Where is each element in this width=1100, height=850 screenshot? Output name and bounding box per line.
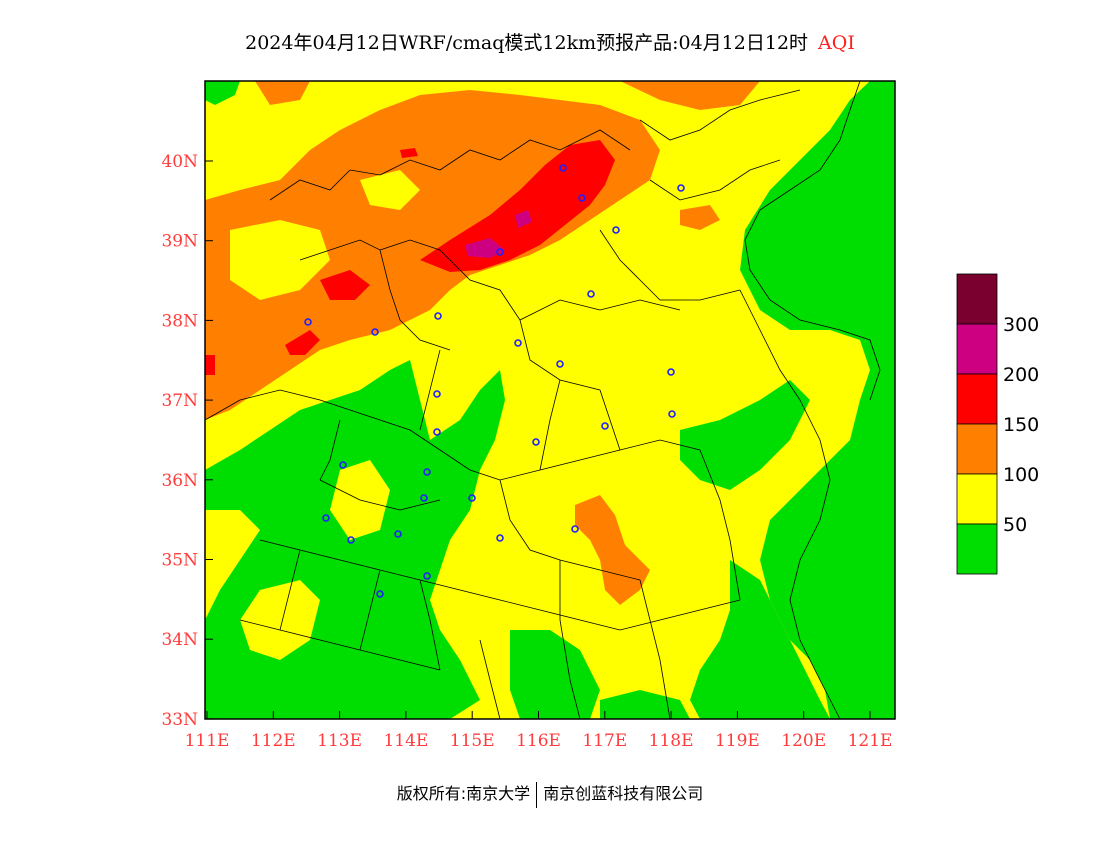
station-marker <box>304 318 312 326</box>
station-marker <box>571 525 579 533</box>
region-usg-top <box>255 81 310 105</box>
map-title: 2024年04月12日WRF/cmaq模式12km预报产品:04月12日12时 A… <box>0 28 1100 55</box>
station-marker <box>677 184 685 192</box>
region-good-nw <box>205 81 240 105</box>
station-marker <box>322 514 330 522</box>
region-unhealthy-dot <box>400 148 418 158</box>
legend-swatch <box>956 423 998 475</box>
lat-tick-label: 36N <box>161 471 198 491</box>
station-marker <box>394 530 402 538</box>
region-unhealthy-small <box>320 270 370 300</box>
latitude-axis: 40N 39N 38N 37N 36N 35N 34N 33N <box>161 152 213 730</box>
station-marker <box>339 461 347 469</box>
region-very-unhealthy2 <box>515 210 532 228</box>
legend-swatch <box>956 273 998 325</box>
station-marker <box>433 390 441 398</box>
legend-swatch <box>956 473 998 525</box>
station-marker <box>601 422 609 430</box>
legend-swatch <box>956 523 998 575</box>
lon-tick-label: 116E <box>516 731 561 751</box>
region-unhealthy-edge <box>205 355 215 375</box>
region-moderate-island <box>240 580 320 660</box>
region-unhealthy-small2 <box>285 330 320 355</box>
company-text: 南京创蓝科技有限公司 <box>543 784 704 803</box>
legend-label: 150 <box>1003 414 1039 436</box>
map-fill <box>205 81 895 719</box>
region-moderate-hole2 <box>360 170 420 210</box>
legend-swatch <box>956 373 998 425</box>
lon-tick-label: 120E <box>781 731 826 751</box>
lon-tick-label: 118E <box>649 731 694 751</box>
station-marker <box>532 438 540 446</box>
lon-tick-label: 117E <box>582 731 627 751</box>
station-marker <box>496 534 504 542</box>
region-good-southeast <box>690 560 830 719</box>
legend-label: 50 <box>1003 514 1027 536</box>
lat-tick-label: 40N <box>161 152 198 172</box>
region-good-shandong <box>680 380 810 490</box>
station-marker <box>556 360 564 368</box>
aqi-legend: 300 200 150 100 50 <box>956 273 1039 575</box>
region-very-unhealthy <box>465 238 505 258</box>
copyright-text: 版权所有:南京大学 <box>396 784 531 803</box>
lat-tick-label: 34N <box>161 630 198 650</box>
region-moderate-hole <box>230 220 330 300</box>
longitude-axis: 111E 112E 113E 114E 115E 116E 117E 118E 119E 120E… <box>185 711 893 751</box>
lon-tick-label: 119E <box>715 731 760 751</box>
station-markers <box>304 164 685 598</box>
lon-tick-label: 111E <box>185 731 230 751</box>
station-marker <box>559 164 567 172</box>
lon-tick-label: 115E <box>450 731 495 751</box>
station-marker <box>468 494 476 502</box>
legend-label: 200 <box>1003 364 1039 386</box>
footer-separator <box>536 781 538 808</box>
lat-tick-label: 39N <box>161 232 198 252</box>
footer: 版权所有:南京大学 南京创蓝科技有限公司 <box>0 780 1100 808</box>
lon-tick-label: 112E <box>251 731 296 751</box>
lat-tick-label: 35N <box>161 551 198 571</box>
station-marker <box>612 226 620 234</box>
region-usg-small <box>680 205 720 230</box>
title-variable: AQI <box>818 32 855 54</box>
lon-tick-label: 113E <box>317 731 362 751</box>
station-marker <box>434 312 442 320</box>
region-good-south2 <box>600 690 690 719</box>
station-marker <box>514 339 522 347</box>
station-marker <box>347 536 355 544</box>
lat-tick-label: 38N <box>161 311 198 331</box>
lat-tick-label: 37N <box>161 391 198 411</box>
boundaries <box>205 81 881 719</box>
station-marker <box>668 410 676 418</box>
legend-swatch <box>956 323 998 375</box>
station-marker <box>496 248 504 256</box>
legend-label: 300 <box>1003 314 1039 336</box>
region-unhealthy-band <box>420 140 615 272</box>
station-marker <box>667 368 675 376</box>
station-marker <box>376 590 384 598</box>
lon-tick-label: 121E <box>848 731 893 751</box>
station-marker <box>420 494 428 502</box>
station-marker <box>433 428 441 436</box>
region-good-east <box>740 81 895 719</box>
region-good-south <box>510 630 600 719</box>
lat-tick-label: 33N <box>161 710 198 730</box>
station-marker <box>587 290 595 298</box>
lon-tick-label: 114E <box>383 731 428 751</box>
station-marker <box>371 328 379 336</box>
station-marker <box>423 468 431 476</box>
station-marker <box>578 194 586 202</box>
station-marker <box>423 572 431 580</box>
region-usg-top2 <box>620 81 760 110</box>
title-main: 2024年04月12日WRF/cmaq模式12km预报产品:04月12日12时 <box>245 32 809 54</box>
legend-label: 100 <box>1003 464 1039 486</box>
